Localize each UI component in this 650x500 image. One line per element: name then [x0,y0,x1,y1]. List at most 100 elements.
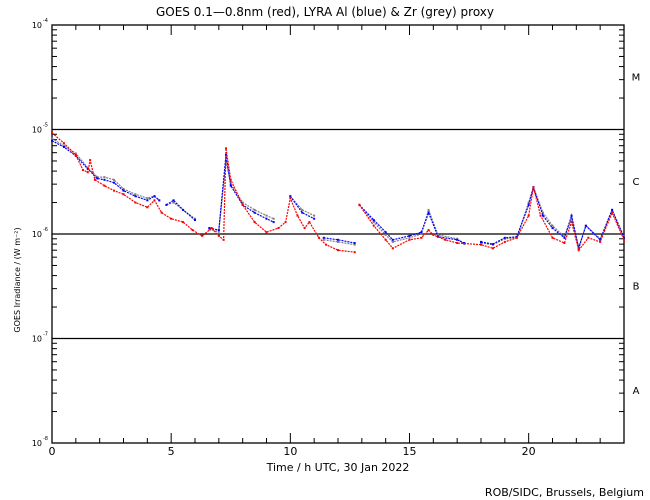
data-point [372,221,375,224]
data-point [322,238,325,241]
data-point [62,144,65,147]
data-point [503,236,506,239]
flare-class-label: M [632,73,641,84]
data-point [272,221,275,224]
data-point [96,176,99,179]
data-point [432,233,435,236]
data-point [384,238,387,241]
data-point [584,224,587,227]
data-point [172,199,175,202]
data-point [191,229,194,232]
data-point [170,217,173,220]
y-tick-label: 10 [32,230,42,239]
y-tick-label: 10 [32,21,42,30]
data-point [570,214,573,217]
y-tick-exponent: -8 [43,436,48,442]
data-point [527,203,530,206]
data-point [563,236,566,239]
data-point [134,201,137,204]
data-point [611,211,614,214]
data-point [313,217,316,220]
data-point [146,197,149,200]
data-point [86,166,89,169]
data-point [308,221,311,224]
data-point [277,227,280,230]
data-point [408,234,411,237]
data-point [353,242,356,245]
data-point [112,178,115,181]
data-point [480,242,482,245]
data-point [337,238,339,241]
data-point [86,171,89,174]
data-point [284,221,287,224]
data-point [182,208,185,211]
data-point [253,221,256,224]
data-point [353,251,356,254]
data-point [427,208,430,211]
data-point [527,214,530,217]
x-tick-label: 15 [403,445,417,458]
data-point [623,236,625,239]
data-point [62,146,65,149]
data-point [89,159,92,162]
x-tick-label: 5 [168,445,175,458]
data-point [437,233,440,236]
data-point [241,203,244,206]
data-point [541,214,544,217]
data-point [301,211,304,214]
data-point [420,233,423,235]
data-point [623,238,625,241]
data-point [194,217,196,220]
y-tick-label: 10 [32,439,42,448]
data-point [51,139,53,142]
data-point [313,214,316,217]
data-point [391,247,394,250]
data-point [153,199,156,202]
x-tick-label: 10 [283,445,297,458]
data-point [463,243,466,246]
data-point [358,203,361,206]
data-point [611,208,614,211]
data-point [551,236,554,239]
data-point [372,224,375,227]
data-point [253,208,256,211]
chart-title: GOES 0.1—0.8nm (red), LYRA Al (blue) & Z… [155,5,495,19]
data-point [289,197,292,200]
data-point [103,176,106,179]
y-tick-exponent: -5 [43,123,48,129]
y-tick-exponent: -7 [43,332,48,338]
data-point [208,228,211,231]
data-point [570,221,573,224]
data-point [420,231,423,234]
x-tick-label: 20 [522,445,536,458]
data-point [122,193,125,196]
data-point [165,203,168,206]
data-point [491,243,494,246]
data-point [208,227,211,230]
data-point [86,167,89,170]
data-point [210,227,213,230]
data-point [122,187,125,190]
data-point [122,189,125,192]
data-point [337,249,339,252]
data-point [384,233,387,236]
flare-class-label: C [633,177,640,188]
data-point [224,147,227,150]
data-point [480,243,482,246]
data-point [420,236,423,239]
data-point [229,184,232,187]
data-point [303,227,306,230]
data-point [74,152,77,155]
data-point [337,240,339,243]
y-tick-label: 10 [32,335,42,344]
data-point [51,137,53,140]
data-point [74,154,77,157]
data-point [103,184,106,187]
data-point [217,234,220,237]
data-point [96,177,99,180]
data-point [112,181,115,184]
data-point [153,195,156,198]
data-point [289,195,292,198]
data-point [241,201,244,204]
data-point [81,168,84,171]
